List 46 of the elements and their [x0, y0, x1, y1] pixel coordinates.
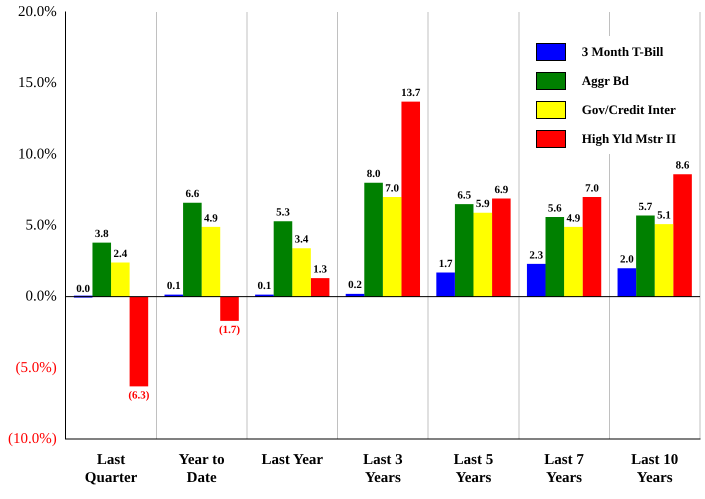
data-label: 4.9 — [566, 212, 581, 224]
data-label: 6.5 — [457, 189, 472, 202]
y-tick-label: 15.0% — [18, 75, 57, 92]
legend-label: High Yld Mstr II — [582, 130, 676, 146]
data-label: 2.4 — [113, 248, 128, 260]
data-label: 1.3 — [313, 264, 328, 276]
x-tick-label: Last 3 Years — [363, 452, 403, 486]
data-label: 5.6 — [548, 202, 562, 214]
data-label: 0.2 — [348, 279, 362, 292]
legend-label: Aggr Bd — [582, 72, 629, 88]
x-tick-label: Last 5 Years — [454, 452, 494, 486]
legend-label: 3 Month T-Bill — [582, 44, 664, 60]
y-tick-label: 0.0% — [25, 288, 57, 305]
x-tick-label: Year to Date — [178, 452, 225, 486]
legend-label: Gov/Credit Inter — [582, 102, 676, 118]
data-label: 5.1 — [657, 209, 671, 222]
data-label: 4.9 — [204, 212, 218, 224]
data-label: 6.6 — [185, 188, 200, 200]
data-label: 1.7 — [438, 258, 453, 270]
data-label: 3.4 — [294, 234, 309, 246]
data-label: 0.1 — [166, 280, 181, 292]
y-tick-label: 20.0% — [18, 4, 57, 20]
data-label: 8.6 — [676, 160, 690, 172]
x-tick-label: Last 10 Years — [631, 452, 678, 486]
y-tick-label: 5.0% — [25, 217, 57, 234]
y-tick-label: (5.0%) — [15, 360, 57, 376]
data-label: 5.7 — [638, 200, 653, 213]
data-label: 13.7 — [401, 87, 421, 100]
data-label: 5.3 — [276, 206, 290, 219]
x-tick-label: Last 7 Years — [544, 452, 584, 486]
data-label: 0.1 — [258, 280, 272, 292]
data-label: 2.3 — [529, 249, 544, 262]
data-label: 0.0 — [76, 283, 91, 296]
x-tick-label: Last Year — [261, 452, 324, 468]
data-label: 3.8 — [94, 228, 110, 240]
y-tick-label: (10.0%) — [8, 430, 57, 447]
data-label: (1.7) — [218, 324, 240, 336]
data-label: 8.0 — [366, 168, 381, 180]
data-label: (6.3) — [128, 390, 150, 402]
y-tick-label: 10.0% — [18, 146, 57, 162]
data-label: 6.9 — [494, 184, 509, 196]
data-label: 2.0 — [620, 254, 634, 266]
data-label: 5.9 — [476, 198, 490, 210]
data-label: 7.0 — [385, 182, 400, 194]
data-label: 7.0 — [585, 182, 600, 194]
x-tick-label: Last Quarter — [84, 452, 138, 486]
